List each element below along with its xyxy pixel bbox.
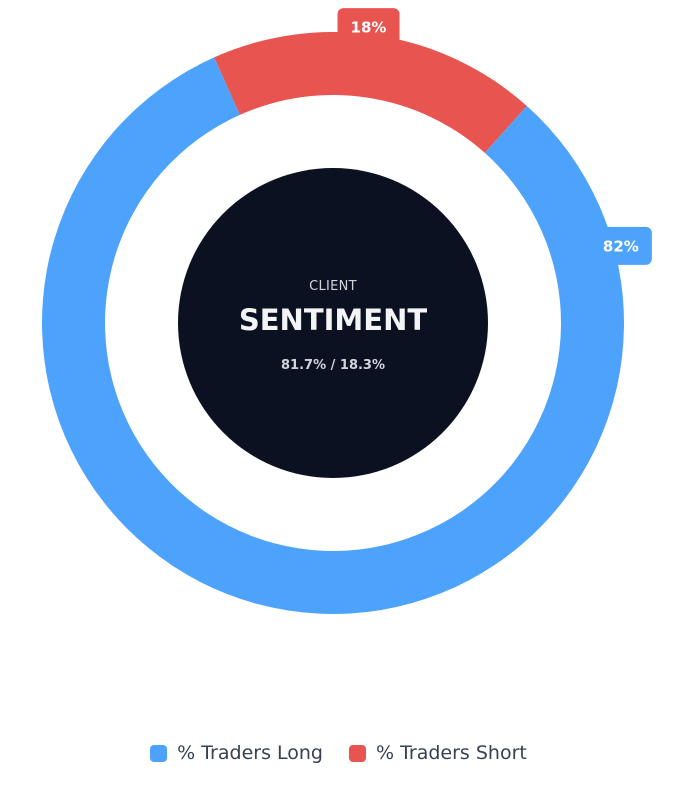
badge-long: 82% [589,226,652,265]
center-ratio: 81.7% / 18.3% [281,358,385,373]
legend-item-long[interactable]: % Traders Long [150,742,323,764]
center-disc: CLIENT SENTIMENT 81.7% / 18.3% [178,168,488,478]
badge-long-label: 82% [603,237,639,255]
legend-swatch-short [348,744,366,762]
legend-swatch-long [150,744,168,762]
legend-label-long: % Traders Long [177,742,323,764]
badge-long-background [589,226,652,265]
badge-short-label: 18% [351,19,387,37]
center-title: SENTIMENT [239,303,427,337]
slice-traders-short[interactable] [214,32,527,153]
center-background [178,168,488,478]
legend-item-short[interactable]: % Traders Short [348,742,527,764]
legend-label-short: % Traders Short [375,742,527,764]
slice-badges: 18% 82% [337,8,652,265]
donut-slices [41,32,624,615]
center-caption: CLIENT [309,279,357,294]
badge-short: 18% [337,8,400,47]
badge-short-background [337,8,400,47]
chart-legend: % Traders Long % Traders Short [0,742,677,764]
sentiment-donut-chart: 18% 82% CLIENT SENTIMENT 81.7% / 18.3% [41,8,652,615]
